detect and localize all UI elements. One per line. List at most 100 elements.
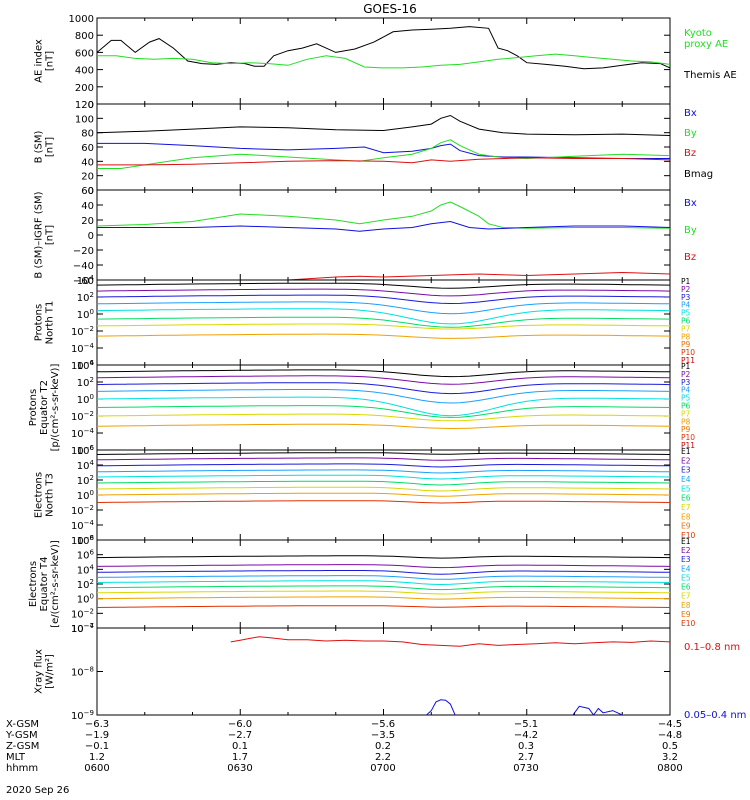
y-tick-label: 10−6 (71, 359, 95, 372)
series-line-P2 (97, 288, 670, 297)
footer-value: 1.7 (232, 752, 248, 763)
y-tick-label: 102 (77, 578, 94, 591)
panel-frame (96, 279, 671, 366)
series-line-E2 (97, 564, 670, 569)
y-tick-label: 0 (88, 100, 94, 111)
footer-value: 3.2 (662, 752, 678, 763)
y-tick-label: 0 (88, 231, 94, 242)
y-tick-label: 100 (77, 489, 94, 502)
legend-item: 0.1–0.8 nm (684, 642, 740, 653)
y-tick-label: 10−4 (71, 622, 95, 635)
legend-item: P4 (681, 301, 691, 310)
series-line-E1 (97, 555, 670, 559)
legend-item: P9 (681, 340, 691, 349)
legend-item: By (684, 225, 697, 236)
y-axis-label: Electrons (28, 561, 39, 607)
y-axis-label: [e/(cm²-s-sr-keV)] (50, 540, 61, 628)
y-tick-label: 106 (77, 444, 95, 457)
footer-row-label: X-GSM (6, 719, 39, 730)
y-tick-label: 400 (75, 66, 94, 77)
series-line-0.1–0.8 nm (230, 636, 670, 647)
series-line-Themis AE (97, 26, 670, 70)
y-tick-label: −20 (73, 246, 94, 257)
series-line-E8 (97, 492, 670, 497)
legend-item: E8 (681, 601, 691, 610)
footer-value: 0600 (84, 763, 109, 774)
y-axis-label: Protons (28, 389, 39, 426)
legend-item: P3 (681, 293, 691, 302)
series-line-Bmag (97, 114, 670, 136)
series-line-Bz (272, 271, 670, 280)
series-line-Bx (97, 220, 670, 232)
y-tick-label: 10−2 (71, 504, 94, 517)
footer-value: −5.6 (371, 719, 395, 730)
y-tick-label: 10−4 (71, 427, 95, 440)
legend-item: E4 (681, 564, 691, 573)
y-tick-label: 80 (81, 129, 94, 140)
legend-item: Bz (684, 148, 696, 159)
series-line-P7 (97, 413, 670, 422)
series-line-E3 (97, 463, 670, 468)
footer-value: 0.1 (232, 741, 248, 752)
legend-item: E2 (681, 456, 691, 465)
y-tick-label: 104 (77, 563, 95, 576)
series-line-E1 (97, 452, 670, 455)
series-line-E2 (97, 457, 670, 461)
series-line-P8 (97, 333, 670, 339)
panel-frame (96, 539, 671, 629)
legend-item: Kyoto (684, 28, 712, 39)
footer-row-label: MLT (6, 752, 26, 763)
series-line-P1 (97, 282, 670, 289)
legend-item: E1 (681, 447, 691, 456)
footer-value: 0.5 (662, 741, 678, 752)
legend-item: E1 (681, 537, 691, 546)
y-tick-label: 104 (77, 459, 95, 472)
y-axis-label: [nT] (45, 137, 56, 157)
legend-item: Bx (684, 198, 697, 209)
legend-item: By (684, 128, 697, 139)
y-tick-label: 100 (77, 593, 94, 606)
footer-value: 0730 (513, 763, 538, 774)
legend: Bx By Bz (684, 198, 697, 263)
footer-value: −0.1 (85, 741, 109, 752)
footer-value: 0.2 (375, 741, 391, 752)
legend-item: P6 (681, 402, 691, 411)
footer-value: −4.8 (658, 730, 682, 741)
legend-item: P2 (681, 285, 691, 294)
legend-item: P9 (681, 425, 691, 434)
y-tick-label: 600 (75, 48, 94, 59)
series-line-0.05–0.4 nm (425, 699, 625, 715)
series-line-E4 (97, 469, 670, 474)
series-line-E6 (97, 585, 670, 591)
series-line-P4 (97, 301, 670, 315)
y-axis-label: North T1 (45, 301, 56, 345)
footer-value: −6.3 (85, 719, 109, 730)
y-axis-label: [W/m²] (45, 654, 56, 689)
series-line-P5 (97, 308, 670, 325)
legend-item: P8 (681, 417, 691, 426)
y-tick-label: 20 (81, 172, 94, 183)
legend-item: E10 (681, 619, 696, 628)
y-tick-label: 104 (77, 359, 95, 372)
footer-value: −6.0 (228, 719, 252, 730)
series-line-E4 (97, 575, 670, 580)
legend-item: P6 (681, 317, 691, 326)
legend-item: E8 (681, 512, 691, 521)
panel-b-minus-igrf: 60 40 20 0 −20 −40 −60 B (SM)–IGRF (SM) [nT] Bx By… (34, 186, 697, 287)
series-line-P4 (97, 389, 670, 404)
legend-item: P10 (681, 433, 695, 442)
footer-value: −3.5 (371, 730, 395, 741)
legend-item: P10 (681, 348, 695, 357)
y-tick-label: 10−2 (71, 325, 94, 338)
y-tick-label: 10−2 (71, 410, 94, 423)
y-axis-label: [p/(cm²-s-sr-keV)] (50, 364, 61, 452)
y-tick-label: 0 (88, 186, 94, 197)
series-line-By (97, 201, 670, 229)
series-line-P3 (97, 382, 670, 395)
legend-item: P1 (681, 362, 691, 371)
y-tick-label: 100 (75, 114, 94, 125)
legend: 0.1–0.8 nm 0.05–0.4 nm (684, 642, 746, 721)
